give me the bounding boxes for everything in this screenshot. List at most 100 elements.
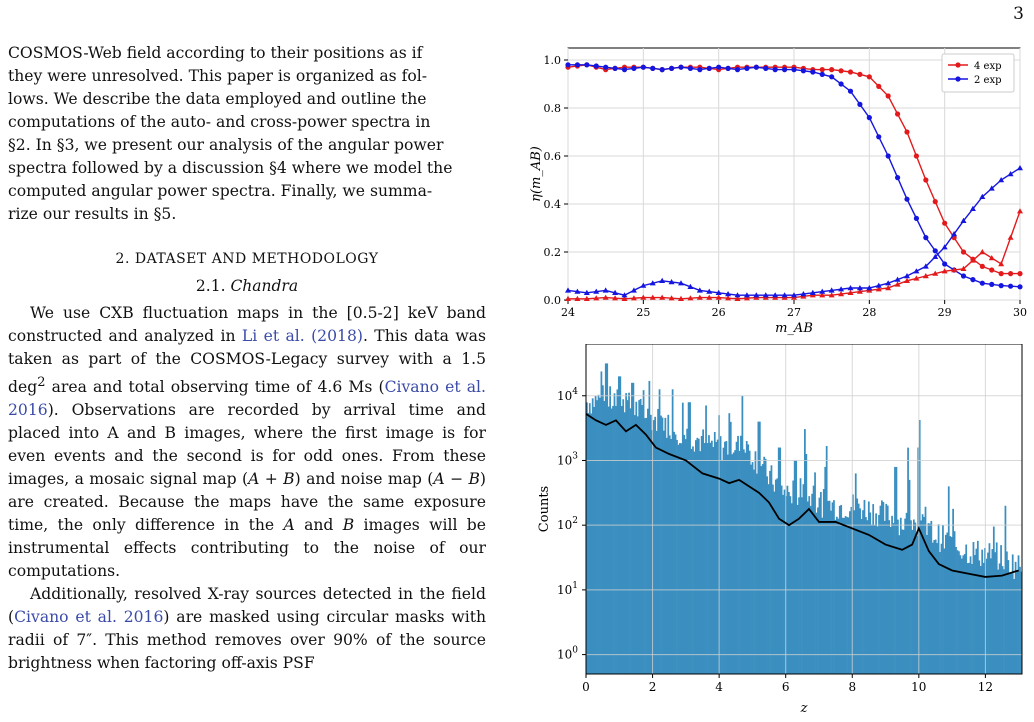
histogram-bar bbox=[937, 524, 940, 674]
histogram-bar bbox=[804, 429, 806, 674]
histogram-bar bbox=[1020, 571, 1023, 674]
histogram-bar bbox=[944, 534, 947, 674]
histogram-bar bbox=[953, 531, 956, 674]
histogram-bar bbox=[703, 443, 706, 674]
data-point bbox=[969, 257, 976, 263]
data-point bbox=[942, 261, 948, 267]
histogram-bar bbox=[647, 408, 649, 674]
x-tick-label: 2 bbox=[649, 680, 657, 694]
histogram-bar bbox=[862, 510, 864, 674]
data-point bbox=[913, 275, 920, 281]
data-point bbox=[942, 220, 948, 226]
x-axis-label: m_AB bbox=[775, 321, 813, 336]
intro-line: they were unresolved. This paper is orga… bbox=[8, 67, 428, 85]
histogram-bar bbox=[769, 470, 771, 674]
data-point bbox=[593, 295, 600, 301]
histogram-bar bbox=[1019, 566, 1021, 674]
histogram-bar bbox=[867, 501, 870, 674]
histogram-bar bbox=[719, 436, 722, 674]
text-run: . This data was taken as part of the COS… bbox=[8, 327, 486, 397]
histogram-bar bbox=[885, 503, 888, 674]
histogram-bar bbox=[819, 491, 822, 674]
histogram-bar bbox=[738, 450, 741, 674]
histogram-bar bbox=[991, 549, 994, 674]
subsection-heading: 2.1. Chandra bbox=[8, 275, 486, 298]
histogram-bar bbox=[747, 444, 750, 674]
histogram-bar bbox=[990, 558, 992, 674]
x-tick-label: 24 bbox=[561, 306, 575, 319]
histogram-bar bbox=[875, 513, 877, 674]
histogram-bar bbox=[920, 520, 923, 674]
data-point bbox=[621, 295, 628, 301]
x-tick-label: 6 bbox=[782, 680, 790, 694]
data-point bbox=[1007, 283, 1014, 289]
histogram-bar bbox=[588, 403, 591, 674]
data-point bbox=[904, 196, 910, 202]
histogram-bar bbox=[663, 430, 665, 674]
histogram-bar bbox=[1013, 578, 1016, 674]
text-run: ). Observations are recorded by arrival … bbox=[8, 401, 486, 489]
histogram-bar bbox=[931, 542, 934, 674]
section-heading: 2. DATASET AND METHODOLOGY bbox=[115, 251, 379, 267]
y-tick-label: 0.0 bbox=[544, 294, 562, 307]
histogram-bar bbox=[891, 515, 893, 674]
data-point bbox=[574, 295, 581, 301]
data-point bbox=[706, 288, 713, 294]
histogram-bar bbox=[713, 432, 716, 674]
data-point bbox=[960, 249, 967, 255]
data-point bbox=[932, 248, 938, 254]
data-point bbox=[819, 67, 825, 73]
data-point bbox=[913, 215, 920, 221]
text-run: ) are created. Because the maps have the… bbox=[8, 470, 486, 535]
data-point bbox=[1007, 171, 1014, 177]
histogram-bar bbox=[754, 451, 757, 674]
data-point bbox=[791, 67, 797, 73]
histogram-bar bbox=[777, 447, 780, 674]
data-point bbox=[706, 65, 712, 71]
histogram-bar bbox=[889, 526, 892, 674]
citation-link[interactable]: Civano et al. 2016 bbox=[14, 608, 164, 627]
data-point bbox=[678, 295, 684, 301]
data-point bbox=[640, 294, 647, 300]
data-point bbox=[847, 69, 854, 75]
x-tick-label: 0 bbox=[582, 680, 590, 694]
data-point bbox=[715, 289, 722, 295]
data-point bbox=[904, 129, 910, 135]
data-point bbox=[1007, 271, 1014, 277]
histogram-bar bbox=[776, 478, 779, 674]
histogram-bar bbox=[786, 485, 789, 674]
data-point bbox=[612, 289, 619, 295]
x-tick-label: 30 bbox=[1013, 306, 1027, 319]
histogram-bar bbox=[622, 399, 625, 674]
histogram-bar bbox=[902, 529, 905, 674]
histogram-bar bbox=[835, 516, 838, 674]
y-tick-label: 0.4 bbox=[544, 198, 562, 211]
citation-link[interactable]: Li et al. (2018) bbox=[241, 327, 363, 345]
data-point bbox=[565, 62, 571, 68]
histogram-bar bbox=[710, 440, 713, 674]
histogram-bar bbox=[899, 517, 902, 674]
data-point bbox=[649, 294, 656, 300]
data-point bbox=[988, 255, 995, 261]
data-point bbox=[743, 292, 750, 298]
data-point bbox=[856, 285, 863, 291]
data-point bbox=[734, 295, 741, 301]
data-point bbox=[668, 65, 675, 71]
histogram-bar bbox=[760, 466, 763, 674]
citation-link[interactable]: Civano et al. 2016 bbox=[8, 378, 487, 420]
histogram-bar bbox=[843, 517, 845, 674]
histogram-bar bbox=[947, 486, 950, 674]
histogram-bar bbox=[770, 465, 773, 674]
data-point bbox=[659, 277, 666, 283]
x-tick-label: 8 bbox=[848, 680, 856, 694]
data-point bbox=[725, 291, 732, 297]
histogram-bar bbox=[799, 478, 802, 674]
smoothed-distribution-line bbox=[585, 413, 1019, 578]
histogram-bar bbox=[1001, 566, 1004, 674]
histogram-bar bbox=[960, 558, 963, 674]
histogram-bar bbox=[638, 400, 641, 674]
histogram-bar bbox=[631, 382, 633, 674]
data-point bbox=[753, 292, 760, 298]
histogram-bar bbox=[798, 497, 800, 674]
histogram-bar bbox=[998, 563, 1001, 674]
